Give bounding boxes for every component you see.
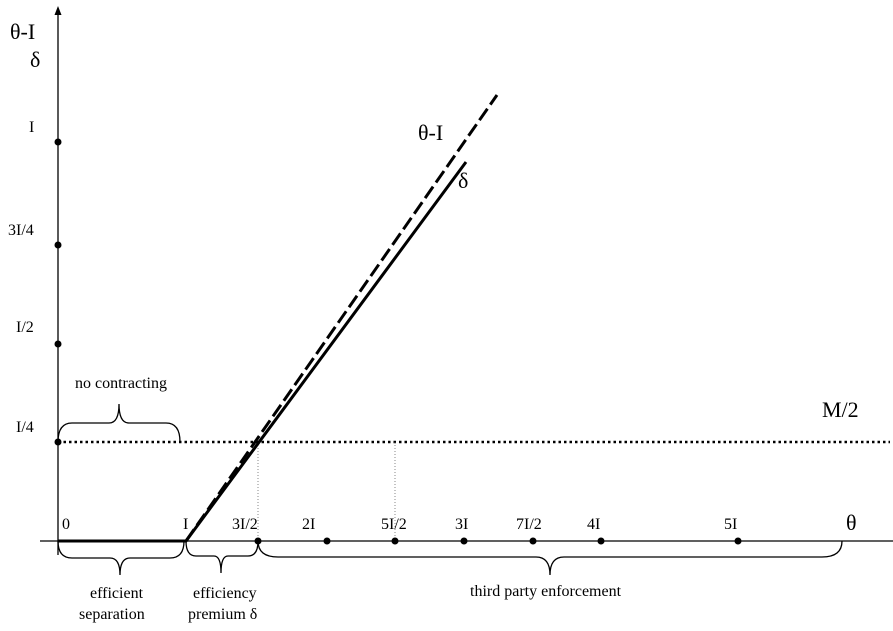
delta-curve	[58, 161, 468, 543]
x-tick-dot-7i2	[529, 537, 537, 545]
x-tick-label-3i: 3I	[455, 516, 468, 533]
x-tick-dot-5i2	[391, 537, 399, 545]
brace-no-contracting	[57, 403, 181, 443]
x-tick-dot-4i	[597, 537, 605, 545]
y-tick-label-i2: I/2	[16, 319, 34, 336]
x-tick-label-0: 0	[62, 516, 70, 533]
x-axis-label: θ	[846, 510, 857, 535]
x-tick-label-5i2: 5I/2	[381, 516, 407, 533]
brace-third-party	[257, 540, 843, 576]
label-no-contracting: no contracting	[75, 375, 167, 392]
label-premium-delta: premium δ	[188, 606, 257, 623]
theta-minus-i-curve	[184, 94, 499, 542]
brace-efficiency-premium	[185, 540, 259, 574]
theta-minus-i-label: θ-I	[418, 120, 443, 145]
y-axis-arrow	[54, 6, 62, 15]
label-separation: separation	[79, 606, 145, 623]
delta-label: δ	[458, 168, 468, 193]
x-tick-dot-5i	[734, 537, 742, 545]
y-tick-dot-3i4	[54, 241, 62, 249]
x-tick-dot-3i	[460, 537, 468, 545]
y-tick-label-3i4: 3I/4	[8, 222, 34, 239]
label-third-party-enforcement: third party enforcement	[470, 583, 622, 600]
y-tick-dot-i2	[54, 340, 62, 348]
x-tick-label-4i: 4I	[587, 516, 600, 533]
y-tick-label-i4: I/4	[16, 419, 34, 436]
y-axis-label-bottom: δ	[30, 47, 40, 72]
y-tick-dot-i	[54, 138, 62, 146]
brace-efficient-separation	[57, 540, 185, 576]
m-half-label: M/2	[822, 397, 859, 422]
x-tick-label-7i2: 7I/2	[516, 516, 542, 533]
x-tick-label-3i2: 3I/2	[232, 516, 258, 533]
y-tick-label-i: I	[29, 119, 34, 136]
label-efficient: efficient	[90, 585, 144, 602]
x-tick-label-2i: 2I	[302, 516, 315, 533]
x-tick-label-5i: 5I	[724, 516, 737, 533]
label-efficiency: efficiency	[193, 585, 257, 602]
y-axis-label-top: θ-I	[10, 19, 35, 44]
x-tick-dot-2i	[323, 537, 331, 545]
x-tick-label-i: I	[183, 516, 188, 533]
